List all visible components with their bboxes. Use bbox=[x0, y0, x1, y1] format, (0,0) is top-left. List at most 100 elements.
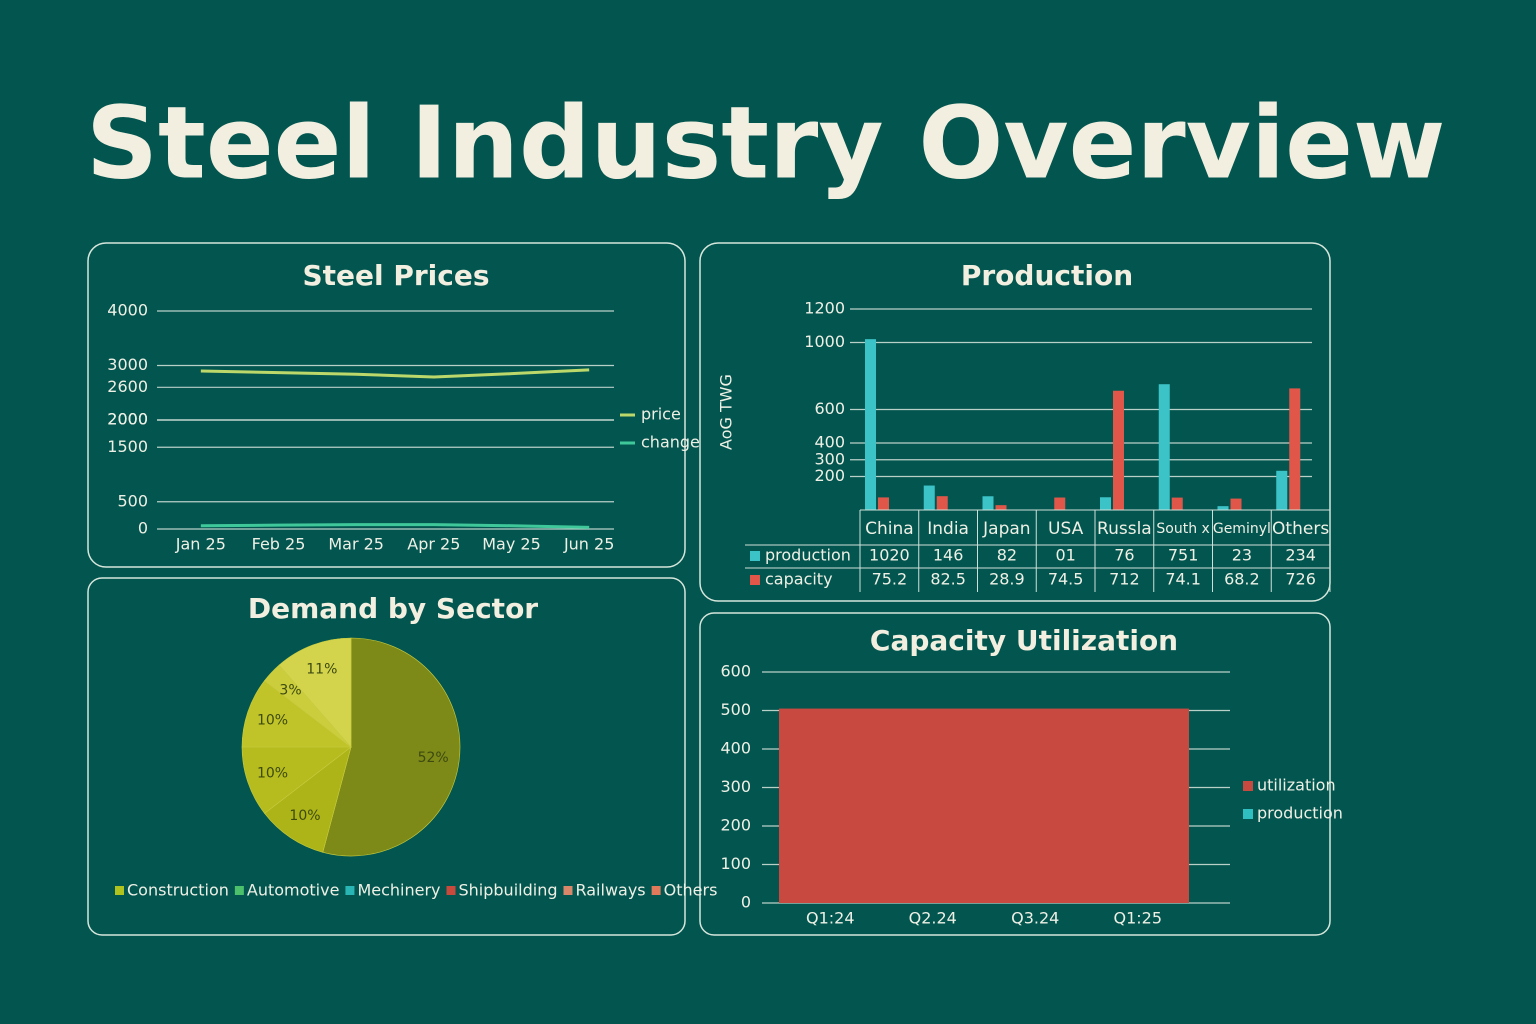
y-tick-label: 300 bbox=[720, 777, 751, 796]
table-cell: 234 bbox=[1285, 546, 1316, 565]
y-tick-label: 200 bbox=[814, 466, 845, 485]
table-header: Russla bbox=[1097, 519, 1152, 539]
page-title: Steel Industry Overview bbox=[86, 84, 1445, 201]
y-tick-label: 1200 bbox=[804, 299, 845, 318]
legend-key bbox=[1243, 809, 1253, 819]
legend-label: production bbox=[1257, 804, 1343, 823]
bar bbox=[984, 708, 1087, 903]
bar bbox=[1289, 388, 1301, 510]
line-series bbox=[200, 523, 590, 529]
y-tick-label: 600 bbox=[814, 399, 845, 418]
legend-key bbox=[563, 886, 573, 895]
bar bbox=[865, 339, 876, 510]
table-cell: 1020 bbox=[869, 546, 910, 565]
pie-slice bbox=[241, 680, 352, 748]
slice-label: 10% bbox=[257, 766, 288, 782]
table-cell: 82.5 bbox=[930, 570, 966, 589]
bar bbox=[923, 485, 935, 510]
chart-title: Capacity Utilization bbox=[870, 624, 1178, 657]
table-cell: 28.9 bbox=[989, 570, 1025, 589]
legend-key bbox=[750, 575, 760, 585]
bar bbox=[881, 708, 984, 903]
bar bbox=[779, 708, 882, 903]
y-tick-label: 500 bbox=[117, 491, 148, 510]
slice-label: 11% bbox=[306, 661, 337, 677]
slice-label: 10% bbox=[289, 808, 320, 824]
y-tick-label: 0 bbox=[741, 893, 751, 912]
y-tick-label: 500 bbox=[720, 700, 751, 719]
bar bbox=[936, 496, 948, 510]
panel bbox=[87, 577, 686, 936]
x-tick-label: Q2.24 bbox=[909, 909, 957, 928]
table-cell: 75.2 bbox=[872, 570, 908, 589]
y-tick-label: 2000 bbox=[107, 410, 148, 429]
y-tick-label: 0 bbox=[138, 519, 148, 538]
y-tick-label: 400 bbox=[720, 739, 751, 758]
y-axis-label: AoG TWG bbox=[717, 374, 736, 450]
bar bbox=[1171, 497, 1183, 510]
table-cell: 146 bbox=[933, 546, 964, 565]
table-header: South x bbox=[1156, 521, 1209, 537]
slice-label: 3% bbox=[279, 682, 301, 698]
y-tick-label: 1500 bbox=[107, 437, 148, 456]
table-cell: 74.5 bbox=[1048, 570, 1084, 589]
table-header: Others bbox=[1272, 519, 1329, 539]
table-cell: 74.1 bbox=[1165, 570, 1201, 589]
y-tick-label: 4000 bbox=[107, 301, 148, 320]
legend-label: production bbox=[765, 546, 851, 565]
legend-key bbox=[345, 886, 355, 895]
y-tick-label: 100 bbox=[720, 854, 751, 873]
x-tick-label: Mar 25 bbox=[328, 535, 384, 554]
y-tick-label: 200 bbox=[720, 816, 751, 835]
table-cell: 68.2 bbox=[1224, 570, 1260, 589]
bar bbox=[1276, 470, 1288, 510]
table-header: Japan bbox=[982, 519, 1030, 539]
chart-title: Demand by Sector bbox=[248, 592, 538, 625]
panel bbox=[699, 612, 1331, 936]
table-header: Geminyl bbox=[1213, 521, 1271, 537]
y-tick-label: 600 bbox=[720, 662, 751, 681]
y-tick-label: 3000 bbox=[107, 355, 148, 374]
table-header: USA bbox=[1048, 519, 1084, 539]
chart-title: Steel Prices bbox=[302, 259, 489, 292]
bar bbox=[1113, 390, 1124, 510]
table-cell: 01 bbox=[1055, 546, 1075, 565]
legend-key bbox=[651, 886, 661, 895]
table-header: China bbox=[865, 519, 914, 539]
legend-label: Shipbuilding bbox=[459, 881, 558, 900]
table-cell: 82 bbox=[997, 546, 1017, 565]
legend-label: price bbox=[641, 405, 681, 424]
bar bbox=[878, 497, 889, 510]
legend-key bbox=[446, 886, 456, 895]
table-cell: 76 bbox=[1114, 546, 1134, 565]
legend-key bbox=[234, 886, 244, 895]
table-cell: 712 bbox=[1109, 570, 1140, 589]
y-tick-label: 2000 bbox=[107, 410, 148, 429]
panel bbox=[699, 242, 1331, 602]
chart-title: Production bbox=[961, 259, 1133, 292]
x-tick-label: Q3.24 bbox=[1011, 909, 1059, 928]
x-tick-label: Apr 25 bbox=[407, 535, 460, 554]
legend-key bbox=[750, 551, 760, 561]
x-tick-label: Q1:25 bbox=[1113, 909, 1162, 928]
bar bbox=[1158, 384, 1170, 510]
bar bbox=[995, 505, 1007, 510]
x-tick-label: Jun 25 bbox=[563, 535, 614, 554]
y-tick-label: 2600 bbox=[107, 377, 148, 396]
x-tick-label: May 25 bbox=[482, 535, 541, 554]
table-cell: 23 bbox=[1232, 546, 1252, 565]
bar bbox=[1086, 708, 1189, 903]
legend-label: utilization bbox=[1257, 776, 1336, 795]
slice-label: 52% bbox=[418, 750, 449, 766]
y-tick-label: 300 bbox=[814, 449, 845, 468]
table-cell: 751 bbox=[1168, 546, 1199, 565]
line-series bbox=[200, 368, 590, 379]
pie-slice bbox=[241, 746, 352, 814]
legend-label: Railways bbox=[575, 881, 645, 900]
legend-label: Construction bbox=[127, 881, 229, 900]
panel bbox=[87, 242, 686, 568]
x-tick-label: Q1:24 bbox=[806, 909, 855, 928]
legend-label: change bbox=[641, 433, 700, 452]
bar bbox=[1230, 498, 1242, 510]
